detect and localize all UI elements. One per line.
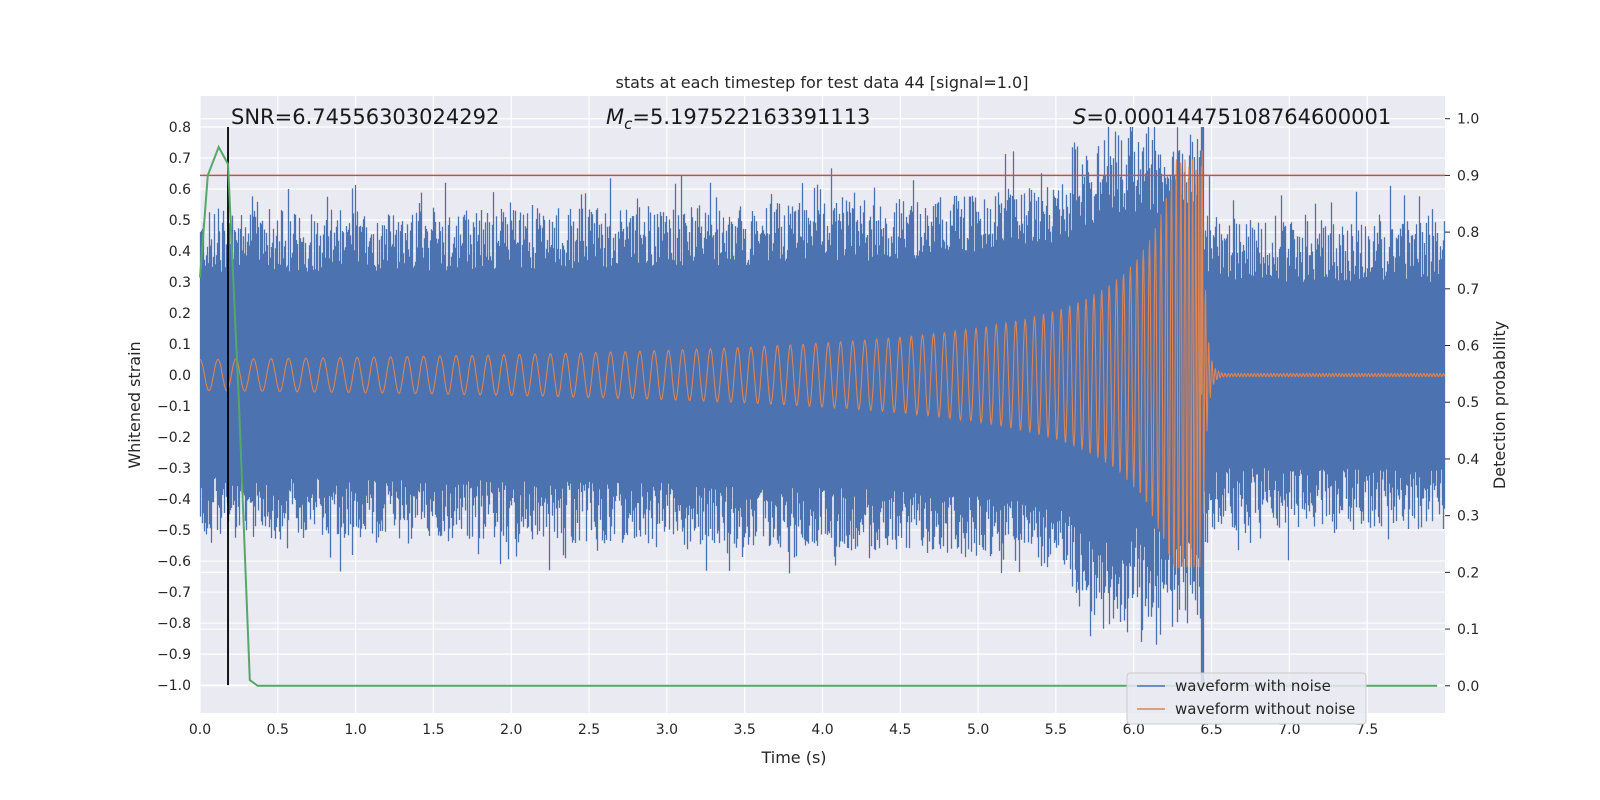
y2-tick-label: 0.1 — [1457, 622, 1479, 638]
y2-tick-label: 0.9 — [1457, 168, 1479, 184]
y-tick-label: −0.9 — [157, 647, 191, 663]
y2-tick-label: 0.8 — [1457, 225, 1479, 241]
y-tick-label: −0.5 — [157, 523, 191, 539]
series-waveform-with-noise — [199, 127, 1446, 686]
x-tick-label: 5.0 — [967, 722, 989, 738]
y2-tick-label: 0.2 — [1457, 565, 1479, 581]
series-detection-probability — [199, 144, 1438, 687]
snr-annotation: SNR=6.74556303024292 — [231, 105, 499, 129]
legend-label-clean: waveform without noise — [1175, 700, 1355, 718]
y-tick-label: 0.3 — [169, 275, 191, 291]
clean-waveform-trace — [199, 150, 1446, 568]
y2-tick-label: 0.7 — [1457, 282, 1479, 298]
detection-probability-line — [199, 144, 1438, 687]
y-tick-label: −0.4 — [157, 492, 191, 508]
y-axis-label: Whitened strain — [125, 341, 144, 468]
y-tick-label: −0.2 — [157, 430, 191, 446]
y-tick-label: 0.8 — [169, 120, 191, 136]
x-tick-label: 6.5 — [1200, 722, 1222, 738]
x-tick-label: 3.5 — [734, 722, 756, 738]
y-tick-label: 0.4 — [169, 244, 191, 260]
x-tick-label: 4.5 — [889, 722, 911, 738]
y-tick-label: −0.1 — [157, 399, 191, 415]
noisy-waveform-trace — [199, 127, 1446, 686]
x-tick-label: 1.5 — [422, 722, 444, 738]
x-tick-label: 2.0 — [500, 722, 522, 738]
y2-tick-label: 0.4 — [1457, 452, 1479, 468]
overlays — [200, 127, 1445, 686]
y2-axis-label: Detection probability — [1490, 321, 1509, 489]
y2-tick-label: 0.6 — [1457, 339, 1479, 355]
legend-box — [1126, 672, 1367, 725]
y-tick-label: 0.2 — [169, 306, 191, 322]
y-tick-label: −0.3 — [157, 461, 191, 477]
x-tick-label: 7.5 — [1356, 722, 1378, 738]
y-tick-label: 0.6 — [169, 182, 191, 198]
y2-tick-label: 0.5 — [1457, 395, 1479, 411]
y-tick-label: 0.7 — [169, 151, 191, 167]
y-tick-label: −0.6 — [157, 554, 191, 570]
y-tick-label: 0.1 — [169, 337, 191, 353]
x-tick-label: 5.5 — [1045, 722, 1067, 738]
y-tick-label: −0.7 — [157, 585, 191, 601]
x-tick-label: 1.0 — [344, 722, 366, 738]
s-annotation: S=0.00014475108764600001 — [1073, 105, 1391, 129]
y-tick-label: 0.5 — [169, 213, 191, 229]
ticks: 0.0 0.5 1.0 1.5 2.0 2.5 3.0 3.5 4.0 4.5 5.0 5.5 6.0 6… — [157, 112, 1479, 738]
chirp-mass-annotation: Mc=5.197522163391113 — [606, 105, 870, 133]
x-tick-label: 4.0 — [811, 722, 833, 738]
y2-tick-label: 0.3 — [1457, 509, 1479, 525]
legend: waveform with noise waveform without noi… — [1126, 672, 1367, 725]
y-tick-label: 0.0 — [169, 368, 191, 384]
y2-tick-label: 1.0 — [1457, 112, 1479, 128]
y-tick-label: −1.0 — [157, 678, 191, 694]
x-axis-label: Time (s) — [760, 748, 826, 767]
legend-label-noise: waveform with noise — [1175, 677, 1331, 695]
chart-title: stats at each timestep for test data 44 … — [616, 73, 1029, 92]
x-tick-label: 6.0 — [1123, 722, 1145, 738]
x-tick-label: 2.5 — [578, 722, 600, 738]
y-tick-label: −0.8 — [157, 616, 191, 632]
x-tick-label: 0.5 — [267, 722, 289, 738]
series-waveform-without-noise — [199, 150, 1446, 568]
x-tick-label: 0.0 — [189, 722, 211, 738]
x-tick-label: 7.0 — [1278, 722, 1300, 738]
y2-tick-label: 0.0 — [1457, 679, 1479, 695]
x-tick-label: 3.0 — [656, 722, 678, 738]
